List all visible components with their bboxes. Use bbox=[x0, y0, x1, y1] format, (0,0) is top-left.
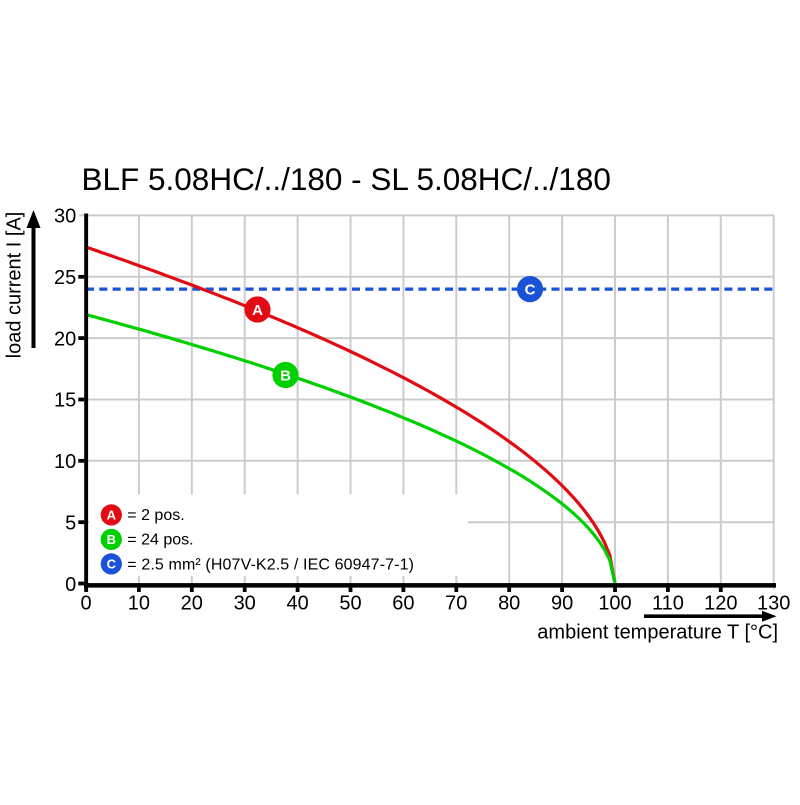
svg-text:40: 40 bbox=[286, 592, 308, 614]
svg-text:130: 130 bbox=[757, 592, 790, 614]
svg-text:= 2 pos.: = 2 pos. bbox=[127, 507, 184, 524]
svg-text:15: 15 bbox=[54, 390, 76, 412]
svg-text:10: 10 bbox=[54, 451, 76, 473]
svg-text:20: 20 bbox=[54, 328, 76, 350]
svg-text:B: B bbox=[107, 532, 116, 547]
svg-text:C: C bbox=[525, 282, 536, 299]
svg-text:A: A bbox=[107, 508, 117, 523]
svg-text:load current I [A]: load current I [A] bbox=[4, 212, 26, 359]
svg-text:25: 25 bbox=[54, 267, 76, 289]
svg-text:30: 30 bbox=[234, 592, 256, 614]
svg-text:B: B bbox=[280, 367, 291, 384]
svg-text:70: 70 bbox=[445, 592, 467, 614]
svg-text:0: 0 bbox=[80, 592, 91, 614]
svg-text:A: A bbox=[252, 302, 263, 319]
svg-text:= 2.5 mm² (H07V-K2.5 / IEC 609: = 2.5 mm² (H07V-K2.5 / IEC 60947-7-1) bbox=[127, 557, 414, 574]
svg-text:= 24 pos.: = 24 pos. bbox=[127, 532, 193, 549]
svg-text:20: 20 bbox=[181, 592, 203, 614]
svg-text:BLF 5.08HC/../180 - SL 5.08HC/: BLF 5.08HC/../180 - SL 5.08HC/../180 bbox=[82, 161, 611, 197]
svg-text:60: 60 bbox=[392, 592, 414, 614]
svg-text:110: 110 bbox=[652, 592, 684, 614]
svg-text:100: 100 bbox=[598, 592, 631, 614]
svg-text:ambient temperature T [°C]: ambient temperature T [°C] bbox=[537, 622, 778, 644]
svg-text:0: 0 bbox=[65, 574, 76, 596]
svg-text:5: 5 bbox=[65, 512, 76, 534]
svg-text:80: 80 bbox=[498, 592, 520, 614]
svg-text:50: 50 bbox=[339, 592, 361, 614]
svg-text:10: 10 bbox=[128, 592, 150, 614]
svg-text:C: C bbox=[107, 557, 117, 572]
svg-text:90: 90 bbox=[551, 592, 573, 614]
svg-text:120: 120 bbox=[704, 592, 737, 614]
svg-text:30: 30 bbox=[54, 206, 76, 228]
